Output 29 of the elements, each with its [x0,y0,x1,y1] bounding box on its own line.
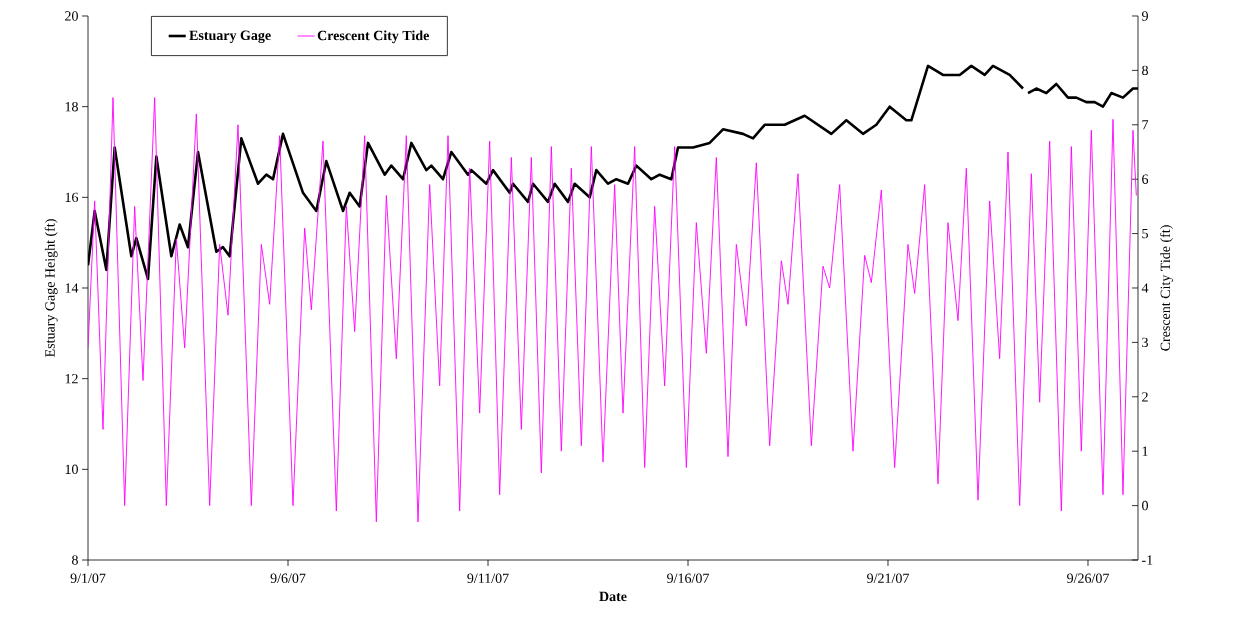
y2-tick-label: 1 [1142,446,1148,456]
y-tick-label: 20 [65,11,78,21]
x-axis-title: Date [599,591,627,602]
y2-tick-label: 4 [1141,283,1149,293]
x-tick-label: 9/16/07 [667,573,709,583]
y2-tick-label: 7 [1142,120,1149,130]
y2-tick-label: -1 [1142,555,1153,565]
legend-label: Estuary Gage [189,30,271,43]
x-tick-label: 9/1/07 [70,573,106,583]
y2-tick-label: 9 [1141,11,1148,21]
x-tick-label: 9/21/07 [867,573,909,583]
y2-tick-label: 5 [1142,228,1148,239]
x-tick-label: 9/6/07 [270,573,306,583]
legend-label: Crescent City Tide [317,30,429,44]
y-tick-label: 12 [65,374,78,384]
x-tick-label: 9/26/07 [1067,573,1109,583]
x-tick-label: 9/11/07 [467,573,509,583]
y-tick-label: 14 [65,283,79,293]
y2-axis-title: Crescent City Tide (ft) [1160,225,1173,351]
y-tick-label: 8 [72,555,78,565]
y-tick-label: 18 [65,101,78,112]
y2-tick-label: 6 [1142,174,1149,184]
y2-tick-label: 8 [1142,65,1148,76]
y-tick-label: 10 [65,464,78,475]
y-tick-label: 16 [65,192,79,203]
y2-tick-label: 2 [1142,392,1148,402]
y2-tick-label: 0 [1142,500,1148,511]
y-axis-title: Estuary Gage Height (ft) [44,219,58,357]
y2-tick-label: 3 [1142,337,1148,348]
